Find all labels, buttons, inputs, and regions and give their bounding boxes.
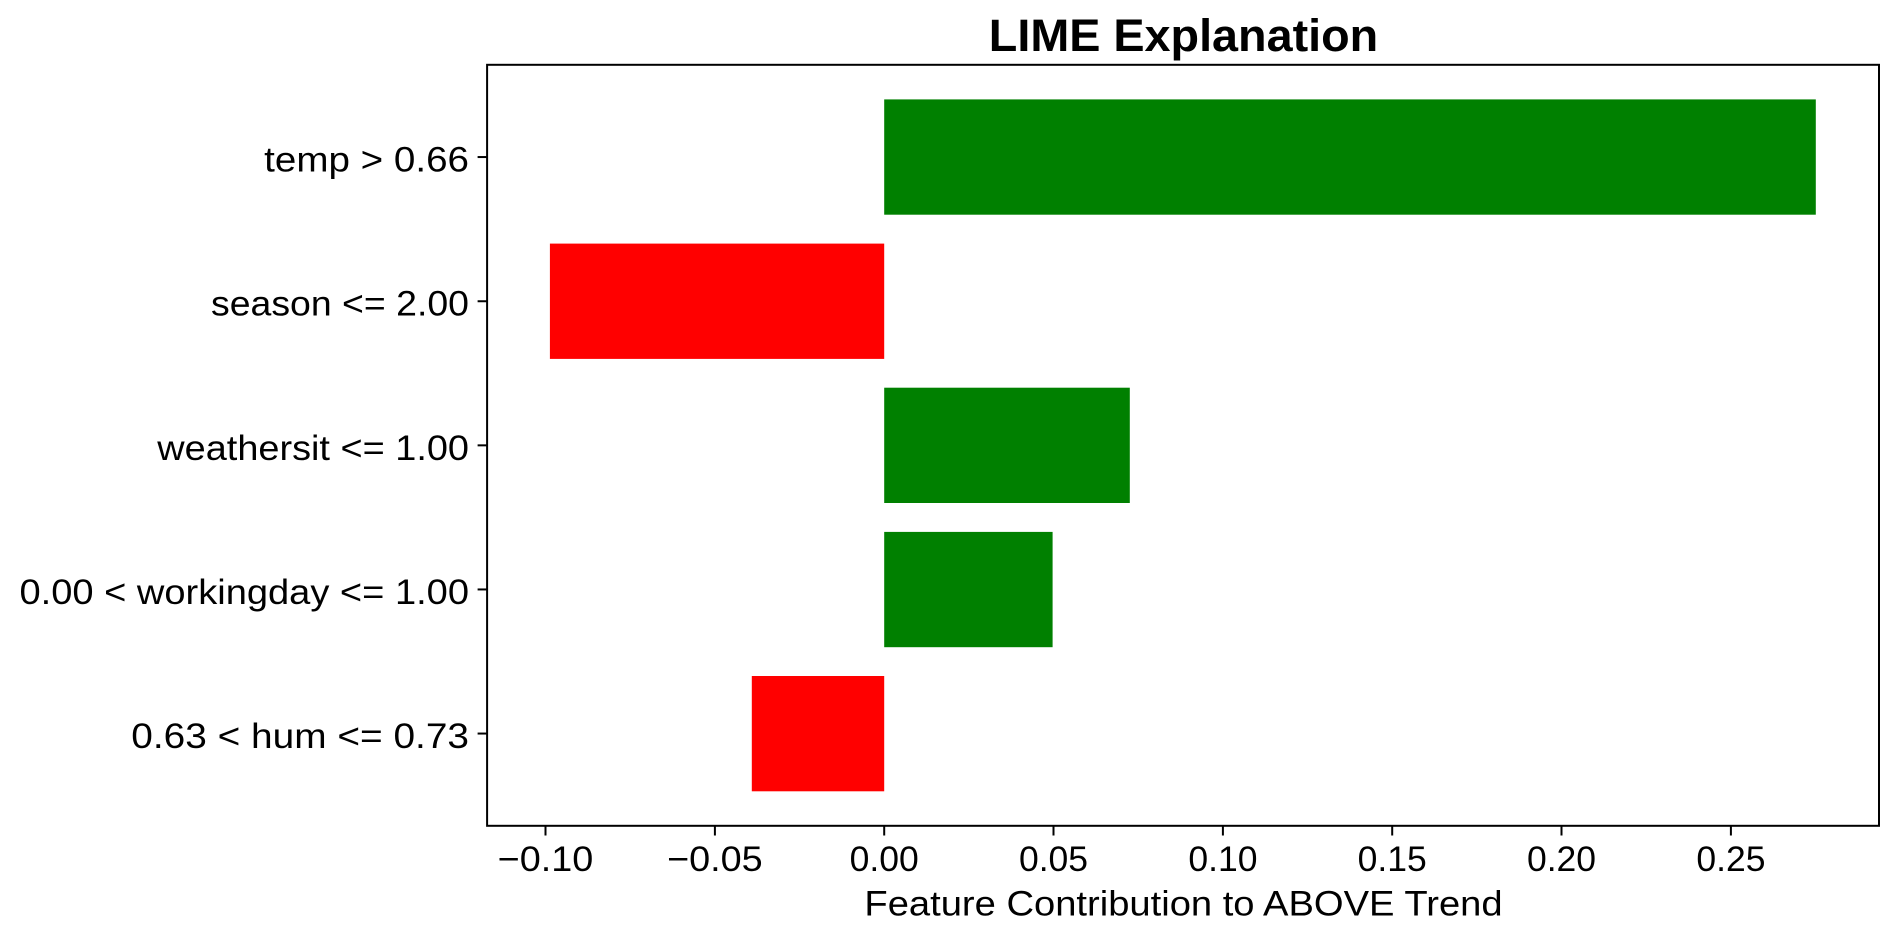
svg-text:LIME Explanation: LIME Explanation [989, 10, 1378, 61]
svg-text:Feature Contribution to ABOVE: Feature Contribution to ABOVE Trend [864, 883, 1502, 923]
svg-text:temp > 0.66: temp > 0.66 [264, 139, 469, 179]
svg-text:0.15: 0.15 [1358, 839, 1427, 879]
svg-text:0.20: 0.20 [1527, 839, 1596, 879]
svg-text:−0.10: −0.10 [498, 839, 594, 879]
svg-text:0.63 < hum <= 0.73: 0.63 < hum <= 0.73 [131, 716, 469, 756]
svg-text:0.00 < workingday <= 1.00: 0.00 < workingday <= 1.00 [20, 572, 470, 612]
svg-text:season <= 2.00: season <= 2.00 [211, 284, 469, 324]
svg-text:0.05: 0.05 [1019, 839, 1088, 879]
svg-text:0.25: 0.25 [1696, 839, 1765, 879]
svg-text:weathersit <= 1.00: weathersit <= 1.00 [156, 428, 469, 468]
svg-text:0.00: 0.00 [850, 839, 919, 879]
svg-text:0.10: 0.10 [1188, 839, 1257, 879]
svg-text:−0.05: −0.05 [667, 839, 763, 879]
